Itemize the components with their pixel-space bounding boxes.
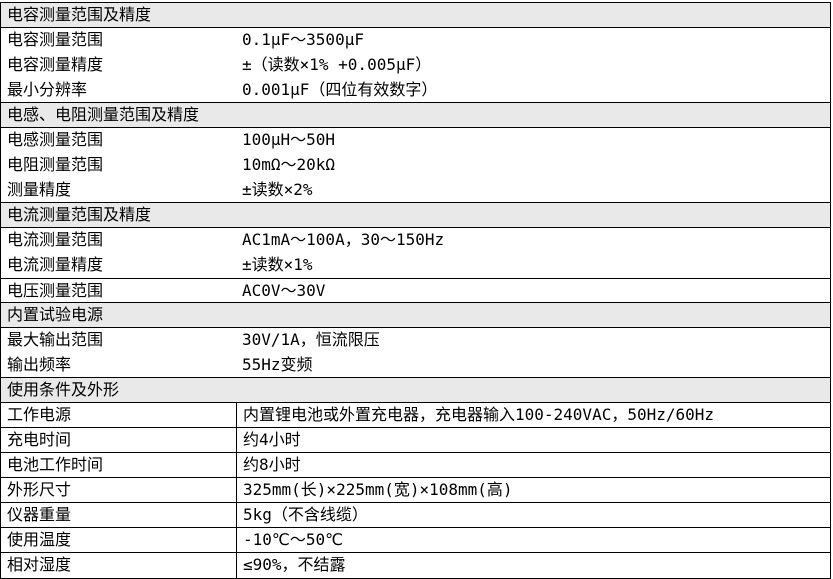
row-label: 电压测量范围 (7, 281, 104, 300)
spec-row: 测量精度 ±读数×2% (1, 178, 830, 203)
spec-row: 电压测量范围 AC0V～30V (1, 278, 830, 303)
row-value: ≤90%，不结露 (243, 555, 346, 574)
row-label: 电流测量精度 (7, 255, 104, 274)
row-value: AC0V～30V (242, 281, 326, 300)
row-label: 电池工作时间 (1, 453, 237, 477)
section-header-row: 使用条件及外形 (1, 378, 830, 403)
spec-row: 使用温度 -10℃～50℃ (1, 528, 830, 553)
row-label: 输出频率 (7, 355, 72, 374)
row-label: 最大输出范围 (7, 330, 104, 349)
spec-row: 充电时间 约4小时 (1, 428, 830, 453)
spec-row: 最小分辨率 0.001μF（四位有效数字） (1, 78, 830, 103)
section-header-label: 使用条件及外形 (7, 380, 120, 399)
spec-row: 电阻测量范围 10mΩ～20kΩ (1, 153, 830, 178)
section-header-row: 电容测量范围及精度 (1, 3, 830, 28)
row-value: 325mm(长)×225mm(宽)×108mm(高) (243, 480, 513, 499)
spec-row: 外形尺寸 325mm(长)×225mm(宽)×108mm(高) (1, 478, 830, 503)
row-value: ±读数×1% (242, 255, 313, 274)
row-value: -10℃～50℃ (243, 530, 344, 549)
row-value: 55Hz变频 (242, 355, 313, 374)
section-header-label: 内置试验电源 (7, 305, 104, 324)
row-value: AC1mA～100A，30～150Hz (242, 230, 445, 249)
section-header-label: 电流测量范围及精度 (7, 205, 152, 224)
spec-row: 电感测量范围 100μH～50H (1, 128, 830, 153)
row-value: 10mΩ～20kΩ (242, 155, 336, 174)
row-label: 电容测量范围 (7, 30, 104, 49)
section-header-row: 内置试验电源 (1, 303, 830, 328)
row-value: 约4小时 (243, 430, 301, 449)
section-header-label: 电容测量范围及精度 (7, 5, 152, 24)
spec-row: 工作电源 内置锂电池或外置充电器，充电器输入100-240VAC，50Hz/60H… (1, 403, 830, 428)
row-label: 使用温度 (1, 528, 237, 552)
row-value: ±读数×2% (242, 180, 313, 199)
row-label: 相对湿度 (1, 553, 237, 578)
row-value: 0.1μF～3500μF (242, 30, 364, 49)
row-value: 5kg（不含线缆） (243, 505, 368, 524)
spec-row: 最大输出范围 30V/1A，恒流限压 (1, 328, 830, 353)
row-value: 内置锂电池或外置充电器，充电器输入100-240VAC，50Hz/60Hz (243, 405, 715, 424)
row-value: 100μH～50H (242, 130, 336, 149)
section-header-row: 电流测量范围及精度 (1, 203, 830, 228)
row-label: 电流测量范围 (7, 230, 104, 249)
spec-row: 电流测量范围 AC1mA～100A，30～150Hz (1, 228, 830, 253)
spec-row: 电池工作时间 约8小时 (1, 453, 830, 478)
spec-row: 相对湿度 ≤90%，不结露 (1, 553, 830, 578)
spec-row: 电容测量精度 ±（读数×1% +0.005μF） (1, 53, 830, 78)
row-label: 电阻测量范围 (7, 155, 104, 174)
row-value: 0.001μF（四位有效数字） (242, 80, 438, 99)
row-label: 工作电源 (1, 403, 237, 427)
section-header-row: 电感、电阻测量范围及精度 (1, 103, 830, 128)
row-label: 充电时间 (1, 428, 237, 452)
row-value: ±（读数×1% +0.005μF） (242, 55, 432, 74)
spec-row: 输出频率 55Hz变频 (1, 353, 830, 378)
row-label: 电容测量精度 (7, 55, 104, 74)
row-label: 仪器重量 (1, 503, 237, 527)
row-label: 测量精度 (7, 180, 72, 199)
row-label: 电感测量范围 (7, 130, 104, 149)
spec-row: 电流测量精度 ±读数×1% (1, 253, 830, 278)
section-header-label: 电感、电阻测量范围及精度 (7, 105, 200, 124)
spec-row: 仪器重量 5kg（不含线缆） (1, 503, 830, 528)
row-label: 外形尺寸 (1, 478, 237, 502)
spec-row: 电容测量范围 0.1μF～3500μF (1, 28, 830, 53)
row-value: 约8小时 (243, 455, 301, 474)
row-value: 30V/1A，恒流限压 (242, 330, 380, 349)
row-label: 最小分辨率 (7, 80, 88, 99)
